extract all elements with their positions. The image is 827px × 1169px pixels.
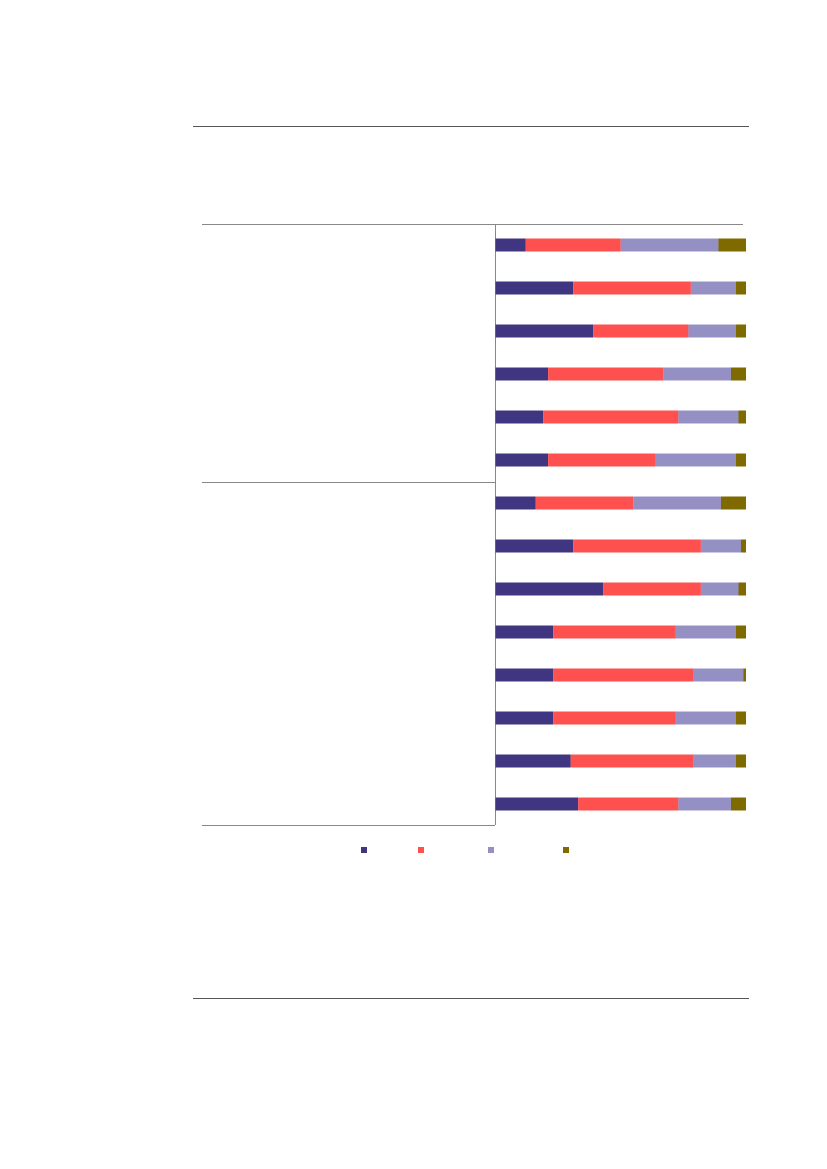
bar-segment <box>495 281 574 295</box>
bar-segment <box>730 797 746 811</box>
bar-segment <box>663 367 731 381</box>
bar-segment <box>633 496 721 510</box>
bar-segment <box>573 539 701 553</box>
bar-segment <box>570 754 694 768</box>
legend-swatch <box>361 847 367 853</box>
bar-segment <box>548 453 656 467</box>
bar-segment <box>718 238 746 252</box>
bar-segment <box>495 668 554 682</box>
bar-segment <box>578 797 679 811</box>
bar-segment <box>700 539 741 553</box>
legend-swatch <box>488 847 494 853</box>
bar-segment <box>678 410 739 424</box>
bar-segment <box>495 410 544 424</box>
bar-segment <box>620 238 719 252</box>
bar-segment <box>553 625 676 639</box>
bar-segment <box>693 754 736 768</box>
bar-segment <box>495 625 554 639</box>
bar-segment <box>738 410 746 424</box>
bar-segment <box>535 496 634 510</box>
bar-segment <box>690 281 736 295</box>
bar-segment <box>553 711 676 725</box>
bar-segment <box>738 582 746 596</box>
bar-segment <box>495 238 526 252</box>
bar-segment <box>688 324 736 338</box>
bar-segment <box>735 625 746 639</box>
bar-segment <box>495 324 594 338</box>
bar-segment <box>678 797 731 811</box>
bar-segment <box>495 496 536 510</box>
bar-segment <box>735 281 746 295</box>
bar-segment <box>495 539 574 553</box>
bar-segment <box>675 711 736 725</box>
bar-segment <box>730 367 746 381</box>
bar-segment <box>495 711 554 725</box>
bar-segment <box>495 582 604 596</box>
bar-segment <box>495 453 549 467</box>
bar-segment <box>495 367 549 381</box>
bar-segment <box>693 668 744 682</box>
bar-segment <box>495 754 571 768</box>
bar-segment <box>573 281 691 295</box>
bar-segment <box>720 496 746 510</box>
bar-segment <box>735 754 746 768</box>
bar-segment <box>675 625 736 639</box>
bar-segment <box>495 797 579 811</box>
bar-segment <box>655 453 736 467</box>
bar-segment <box>543 410 679 424</box>
bar-segment <box>735 711 746 725</box>
bar-segment <box>743 668 746 682</box>
legend-swatch <box>563 847 569 853</box>
bar-segment <box>735 324 746 338</box>
bar-segment <box>700 582 739 596</box>
bar-segment <box>593 324 689 338</box>
bar-segment <box>553 668 694 682</box>
bar-segment <box>548 367 664 381</box>
legend-swatch <box>418 847 424 853</box>
bar-segment <box>603 582 701 596</box>
bar-segment <box>525 238 621 252</box>
bar-segment <box>740 539 746 553</box>
bar-segment <box>735 453 746 467</box>
